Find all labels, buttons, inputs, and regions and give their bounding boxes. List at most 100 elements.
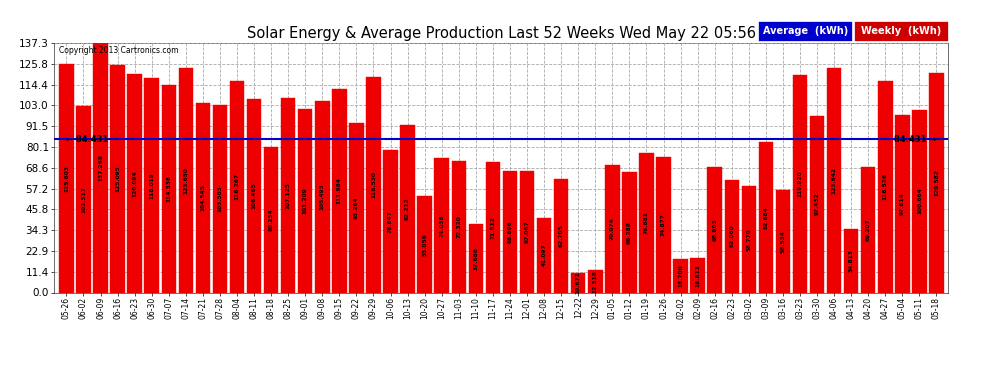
Text: ← 84.431: ← 84.431 xyxy=(66,135,109,144)
Bar xyxy=(725,180,739,292)
Bar xyxy=(128,74,142,292)
Bar xyxy=(503,171,517,292)
Text: 68.903: 68.903 xyxy=(712,219,717,241)
Bar xyxy=(520,171,535,292)
Text: 116.526: 116.526 xyxy=(883,173,888,200)
Bar xyxy=(895,115,910,292)
Bar xyxy=(451,161,466,292)
Text: 58.770: 58.770 xyxy=(746,228,751,251)
Bar xyxy=(332,89,346,292)
Bar xyxy=(196,103,210,292)
Text: 123.642: 123.642 xyxy=(832,167,837,194)
Text: 105.493: 105.493 xyxy=(320,183,325,210)
Bar xyxy=(400,125,415,292)
Text: 70.074: 70.074 xyxy=(610,217,615,240)
Bar xyxy=(383,150,398,292)
Bar xyxy=(230,81,245,292)
Text: 56.534: 56.534 xyxy=(780,230,785,253)
Bar xyxy=(742,186,756,292)
Bar xyxy=(366,77,381,292)
Text: 41.097: 41.097 xyxy=(542,244,546,267)
Bar xyxy=(912,110,927,292)
Bar xyxy=(827,68,842,292)
Text: 111.984: 111.984 xyxy=(337,177,342,204)
Bar xyxy=(571,273,585,292)
Text: 97.614: 97.614 xyxy=(900,192,905,215)
Text: 18.813: 18.813 xyxy=(695,264,700,287)
Text: 80.234: 80.234 xyxy=(268,208,273,231)
Bar xyxy=(622,172,637,292)
Text: 53.056: 53.056 xyxy=(422,233,427,256)
Bar xyxy=(690,258,705,292)
Bar xyxy=(315,101,330,292)
Bar xyxy=(178,68,193,292)
Text: 104.545: 104.545 xyxy=(200,184,205,211)
Text: 66.696: 66.696 xyxy=(508,220,513,243)
Text: 97.432: 97.432 xyxy=(815,193,820,215)
Bar xyxy=(656,156,671,292)
Text: 107.125: 107.125 xyxy=(286,182,291,209)
Text: 103.503: 103.503 xyxy=(218,185,223,212)
Text: 74.877: 74.877 xyxy=(661,213,666,236)
Bar xyxy=(247,99,261,292)
Text: 123.650: 123.650 xyxy=(183,167,188,194)
Bar xyxy=(640,153,653,292)
Bar xyxy=(843,229,858,292)
Text: 92.212: 92.212 xyxy=(405,197,410,220)
Text: 62.060: 62.060 xyxy=(730,225,735,248)
Bar xyxy=(878,81,893,292)
Text: 84.431 →: 84.431 → xyxy=(894,135,937,144)
Bar xyxy=(861,167,875,292)
Bar xyxy=(161,85,176,292)
Text: 101.209: 101.209 xyxy=(303,187,308,214)
Bar xyxy=(298,109,313,292)
Bar xyxy=(264,147,278,292)
Bar xyxy=(810,116,825,292)
Text: 82.684: 82.684 xyxy=(763,206,768,229)
Text: 10.671: 10.671 xyxy=(576,272,581,294)
Bar xyxy=(486,162,500,292)
Bar xyxy=(93,43,108,292)
Bar xyxy=(110,65,125,292)
Bar xyxy=(468,224,483,292)
Bar xyxy=(537,218,551,292)
Bar xyxy=(605,165,620,292)
Text: 120.582: 120.582 xyxy=(934,170,939,196)
Text: 125.603: 125.603 xyxy=(64,165,69,192)
Bar xyxy=(76,106,91,292)
Text: 119.920: 119.920 xyxy=(798,170,803,197)
Text: 118.019: 118.019 xyxy=(149,172,154,199)
Text: 18.700: 18.700 xyxy=(678,264,683,287)
Text: 93.264: 93.264 xyxy=(353,196,359,219)
Text: 78.647: 78.647 xyxy=(388,210,393,232)
Text: 116.267: 116.267 xyxy=(235,173,240,200)
Text: Copyright 2013 Cartronics.com: Copyright 2013 Cartronics.com xyxy=(59,46,178,55)
Text: 74.038: 74.038 xyxy=(440,214,445,237)
Text: 37.688: 37.688 xyxy=(473,247,478,270)
Text: 114.336: 114.336 xyxy=(166,175,171,202)
Text: Weekly  (kWh): Weekly (kWh) xyxy=(861,26,941,36)
Text: 71.812: 71.812 xyxy=(490,216,495,239)
Text: 34.813: 34.813 xyxy=(848,249,853,272)
Text: 69.207: 69.207 xyxy=(865,218,871,241)
Bar xyxy=(776,190,790,292)
Text: Average  (kWh): Average (kWh) xyxy=(762,26,848,36)
Bar xyxy=(708,167,722,292)
Text: 118.530: 118.530 xyxy=(371,171,376,198)
Text: 120.094: 120.094 xyxy=(132,170,138,197)
Bar xyxy=(758,142,773,292)
Bar xyxy=(145,78,159,292)
Bar xyxy=(59,64,73,292)
Bar xyxy=(930,74,943,292)
Bar xyxy=(281,98,295,292)
Text: 100.664: 100.664 xyxy=(917,188,922,214)
Bar xyxy=(349,123,363,292)
Bar xyxy=(213,105,227,292)
Text: 66.288: 66.288 xyxy=(627,221,632,244)
Text: 125.095: 125.095 xyxy=(115,165,120,192)
Text: 12.318: 12.318 xyxy=(593,270,598,293)
Title: Solar Energy & Average Production Last 52 Weeks Wed May 22 05:56: Solar Energy & Average Production Last 5… xyxy=(247,26,756,40)
Text: 72.320: 72.320 xyxy=(456,216,461,238)
Text: 106.465: 106.465 xyxy=(251,182,256,209)
Text: 62.705: 62.705 xyxy=(558,224,563,247)
